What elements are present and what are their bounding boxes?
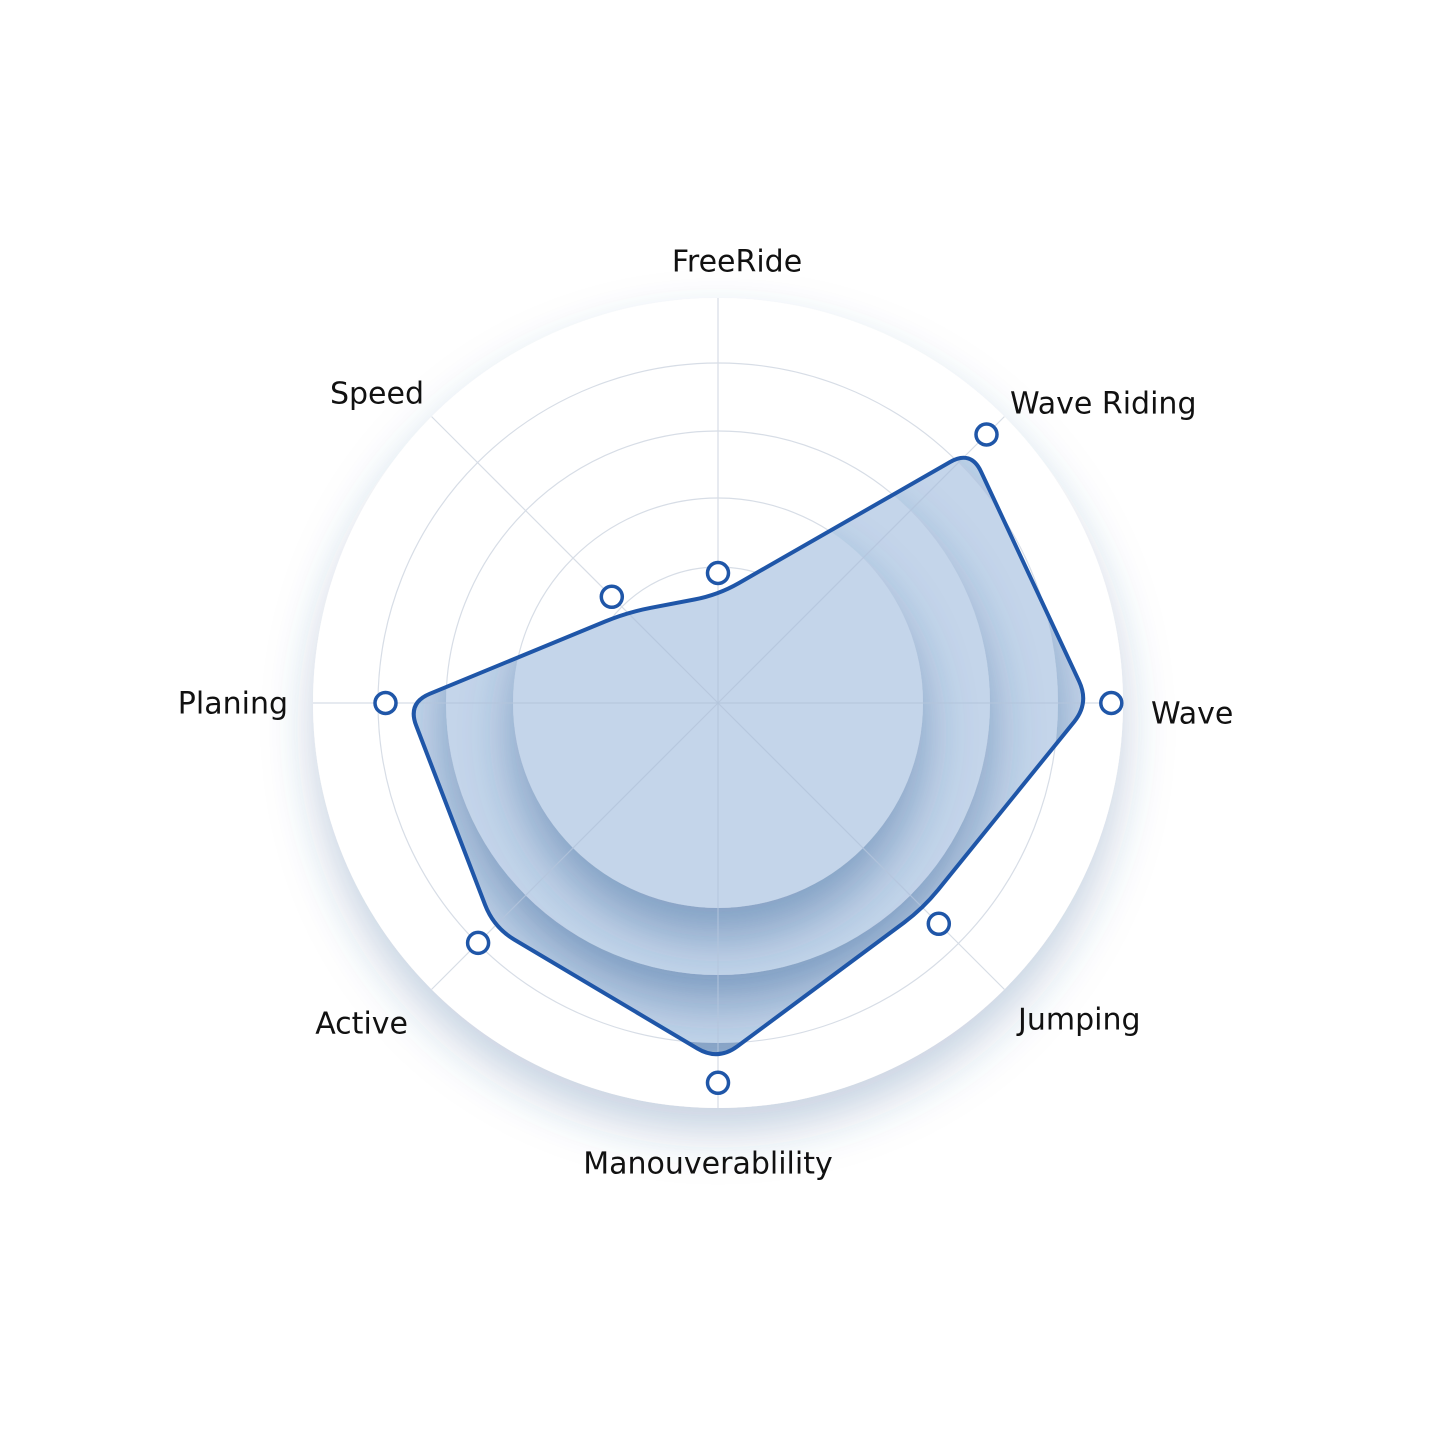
axis-label: Planing xyxy=(178,687,288,722)
data-point-marker xyxy=(465,930,491,956)
data-point-marker xyxy=(705,1070,731,1096)
axis-label: Wave xyxy=(1151,697,1233,732)
series-outline xyxy=(411,455,1086,1057)
data-points xyxy=(373,422,1124,1096)
axis-label: Active xyxy=(315,1007,408,1042)
axis-label: Wave Riding xyxy=(1010,387,1197,422)
data-point-marker xyxy=(974,422,999,447)
data-point-marker xyxy=(599,584,625,610)
axis-label: Speed xyxy=(330,377,424,412)
data-point-marker xyxy=(373,690,398,716)
data-point-marker xyxy=(1099,690,1124,716)
axis-labels: FreeRide Wave Riding Wave Jumping Manouverab… xyxy=(178,245,1234,1182)
axis-label: Jumping xyxy=(1016,1003,1141,1038)
data-point-marker xyxy=(926,911,952,937)
axis-label: FreeRide xyxy=(672,245,802,280)
axis-label: Manouverablility xyxy=(583,1147,832,1182)
inner-spoke xyxy=(717,457,1005,704)
data-point-marker xyxy=(705,560,731,586)
